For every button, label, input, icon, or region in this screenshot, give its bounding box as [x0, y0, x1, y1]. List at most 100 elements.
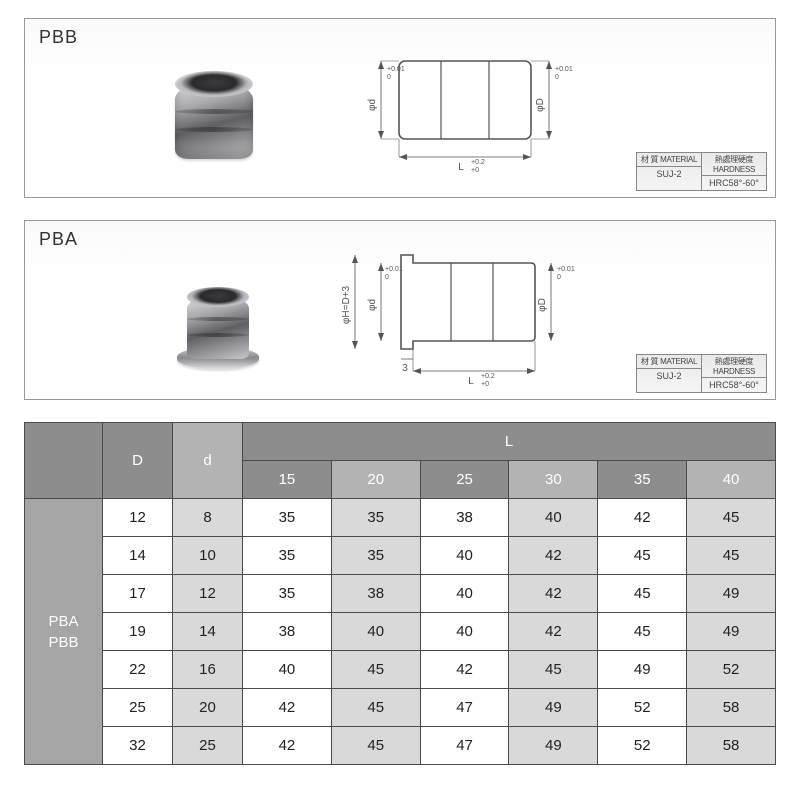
cell-L: 35: [243, 575, 332, 613]
cell-D: 22: [103, 651, 173, 689]
svg-text:0: 0: [555, 74, 559, 81]
side-model-label: PBAPBB: [25, 499, 103, 765]
pba-drawing: φH=D+3 φd +0.010 φD +0.010 3 L +0.2+0: [335, 241, 595, 381]
table-row: PBAPBB128353538404245: [25, 499, 776, 537]
material-header: 材 質 MATERIAL: [637, 153, 701, 167]
svg-text:+0.2: +0.2: [481, 373, 495, 380]
cell-L: 35: [243, 499, 332, 537]
cell-L: 47: [420, 689, 509, 727]
svg-text:φD: φD: [537, 298, 548, 312]
svg-text:L: L: [458, 162, 464, 173]
table-row: 1712353840424549: [25, 575, 776, 613]
cell-L: 45: [598, 575, 687, 613]
svg-text:0: 0: [387, 74, 391, 81]
svg-text:+0.01: +0.01: [387, 66, 405, 73]
cell-L: 40: [243, 651, 332, 689]
hardness-header: 熱處理硬度 HARDNESS: [702, 153, 766, 176]
cell-D: 32: [103, 727, 173, 765]
dimension-table: D d L 152025303540 PBAPBB128353538404245…: [24, 422, 776, 765]
cell-d: 14: [173, 613, 243, 651]
hardness-value: HRC58°-60°: [702, 176, 766, 190]
pba-spec: 材 質 MATERIAL SUJ-2 熱處理硬度 HARDNESS HRC58°…: [637, 354, 767, 393]
table-header: D d L 152025303540: [25, 423, 776, 499]
cell-L: 42: [509, 537, 598, 575]
panel-pba-title: PBA: [39, 229, 78, 250]
cell-L: 52: [687, 651, 776, 689]
svg-text:0: 0: [557, 274, 561, 281]
th-D: D: [103, 423, 173, 499]
svg-text:φd: φd: [367, 299, 378, 311]
cell-d: 10: [173, 537, 243, 575]
cell-L: 42: [509, 575, 598, 613]
th-L-35: 35: [598, 461, 687, 499]
table-row: 1914384040424549: [25, 613, 776, 651]
cell-D: 17: [103, 575, 173, 613]
cell-L: 42: [243, 689, 332, 727]
svg-text:3: 3: [402, 363, 408, 374]
cell-L: 38: [331, 575, 420, 613]
cell-L: 49: [598, 651, 687, 689]
cell-L: 35: [331, 537, 420, 575]
pbb-photo: [155, 59, 275, 179]
cell-L: 38: [420, 499, 509, 537]
table-row: 3225424547495258: [25, 727, 776, 765]
panel-pbb-title: PBB: [39, 27, 78, 48]
cell-L: 58: [687, 727, 776, 765]
pbb-spec: 材 質 MATERIAL SUJ-2 熱處理硬度 HARDNESS HRC58°…: [637, 152, 767, 191]
svg-text:+0: +0: [481, 381, 489, 386]
cell-L: 40: [420, 613, 509, 651]
cell-L: 40: [331, 613, 420, 651]
table-row: 1410353540424545: [25, 537, 776, 575]
cell-L: 40: [420, 575, 509, 613]
hardness-header: 熱處理硬度 HARDNESS: [702, 355, 766, 378]
panel-pbb: PBB φd +0.010 φD +0.010: [24, 18, 776, 198]
th-L-30: 30: [509, 461, 598, 499]
svg-text:+0.01: +0.01: [555, 66, 573, 73]
cell-D: 14: [103, 537, 173, 575]
th-L-15: 15: [243, 461, 332, 499]
svg-text:+0: +0: [471, 167, 479, 174]
cell-d: 16: [173, 651, 243, 689]
cell-L: 52: [598, 727, 687, 765]
cell-L: 45: [331, 727, 420, 765]
th-model: [25, 423, 103, 499]
svg-text:L: L: [468, 376, 474, 386]
material-value: SUJ-2: [637, 167, 701, 181]
th-d: d: [173, 423, 243, 499]
cell-L: 45: [598, 537, 687, 575]
table-row: 2520424547495258: [25, 689, 776, 727]
cell-d: 25: [173, 727, 243, 765]
cell-L: 42: [598, 499, 687, 537]
material-header: 材 質 MATERIAL: [637, 355, 701, 369]
cell-L: 49: [509, 689, 598, 727]
cell-L: 49: [509, 727, 598, 765]
cell-d: 12: [173, 575, 243, 613]
pba-photo: [155, 261, 275, 381]
cell-L: 45: [687, 537, 776, 575]
table-body: PBAPBB1283535384042451410353540424545171…: [25, 499, 776, 765]
svg-text:φD: φD: [535, 98, 546, 112]
hardness-value: HRC58°-60°: [702, 378, 766, 392]
pbb-drawing: φd +0.010 φD +0.010 L +0.2+0: [335, 39, 595, 179]
cell-L: 58: [687, 689, 776, 727]
cell-L: 45: [331, 651, 420, 689]
cell-L: 47: [420, 727, 509, 765]
svg-text:0: 0: [385, 274, 389, 281]
cell-L: 42: [420, 651, 509, 689]
cell-L: 40: [420, 537, 509, 575]
cell-L: 40: [509, 499, 598, 537]
cell-L: 45: [598, 613, 687, 651]
cell-L: 52: [598, 689, 687, 727]
cell-D: 12: [103, 499, 173, 537]
svg-text:+0.2: +0.2: [471, 159, 485, 166]
cell-L: 38: [243, 613, 332, 651]
cell-L: 35: [331, 499, 420, 537]
cell-L: 49: [687, 575, 776, 613]
th-L-25: 25: [420, 461, 509, 499]
cell-L: 45: [509, 651, 598, 689]
cell-d: 8: [173, 499, 243, 537]
cell-L: 45: [331, 689, 420, 727]
cell-L: 45: [687, 499, 776, 537]
th-L-20: 20: [331, 461, 420, 499]
th-L-40: 40: [687, 461, 776, 499]
